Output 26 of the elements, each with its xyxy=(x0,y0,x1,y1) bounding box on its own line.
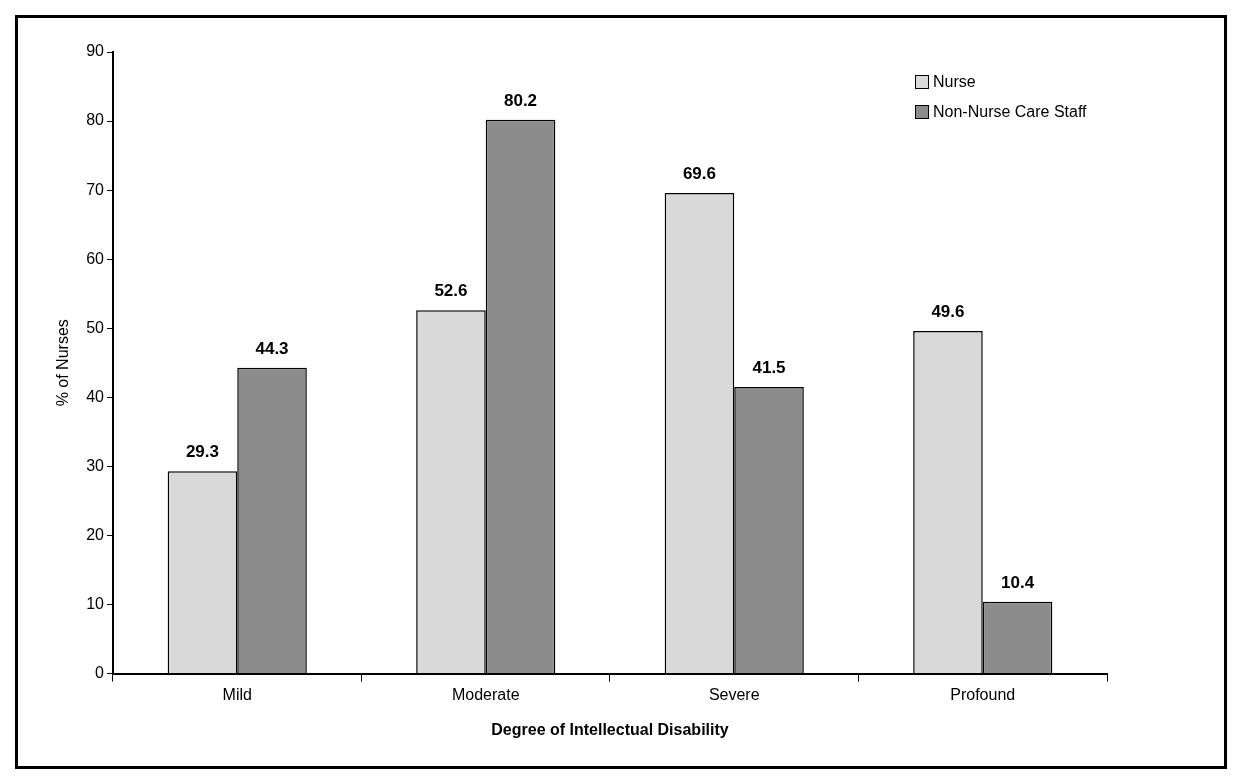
x-tick-label: Moderate xyxy=(451,685,520,703)
x-tick-label: Profound xyxy=(950,685,1016,703)
data-label: 29.3 xyxy=(185,442,219,462)
y-tick-label: 30 xyxy=(86,456,105,474)
legend-label: Nurse xyxy=(933,72,976,92)
data-label: 69.6 xyxy=(682,164,717,184)
y-tick-label: 80 xyxy=(86,111,105,129)
y-tick-label: 60 xyxy=(86,249,105,267)
x-axis-title: Degree of Intellectual Disability xyxy=(491,720,729,738)
data-label: 80.2 xyxy=(503,90,538,110)
y-tick-label: 20 xyxy=(86,525,105,543)
data-label: 44.3 xyxy=(255,338,289,358)
y-tick-label: 0 xyxy=(95,664,105,682)
y-tick-label: 90 xyxy=(86,42,105,60)
data-label: 10.4 xyxy=(1000,572,1035,592)
data-label: 41.5 xyxy=(752,358,786,378)
y-axis-title: % of Nurses xyxy=(54,319,72,407)
legend-label: Non-Nurse Care Staff xyxy=(933,102,1087,122)
y-tick-label: 70 xyxy=(86,180,105,198)
data-label: 49.6 xyxy=(931,302,965,322)
x-tick-label: Mild xyxy=(222,685,252,703)
y-tick-label: 10 xyxy=(86,594,105,612)
y-tick-label: 40 xyxy=(86,387,105,405)
y-tick-label: 50 xyxy=(86,318,105,336)
data-label: 52.6 xyxy=(434,281,468,301)
x-tick-label: Severe xyxy=(708,685,760,703)
